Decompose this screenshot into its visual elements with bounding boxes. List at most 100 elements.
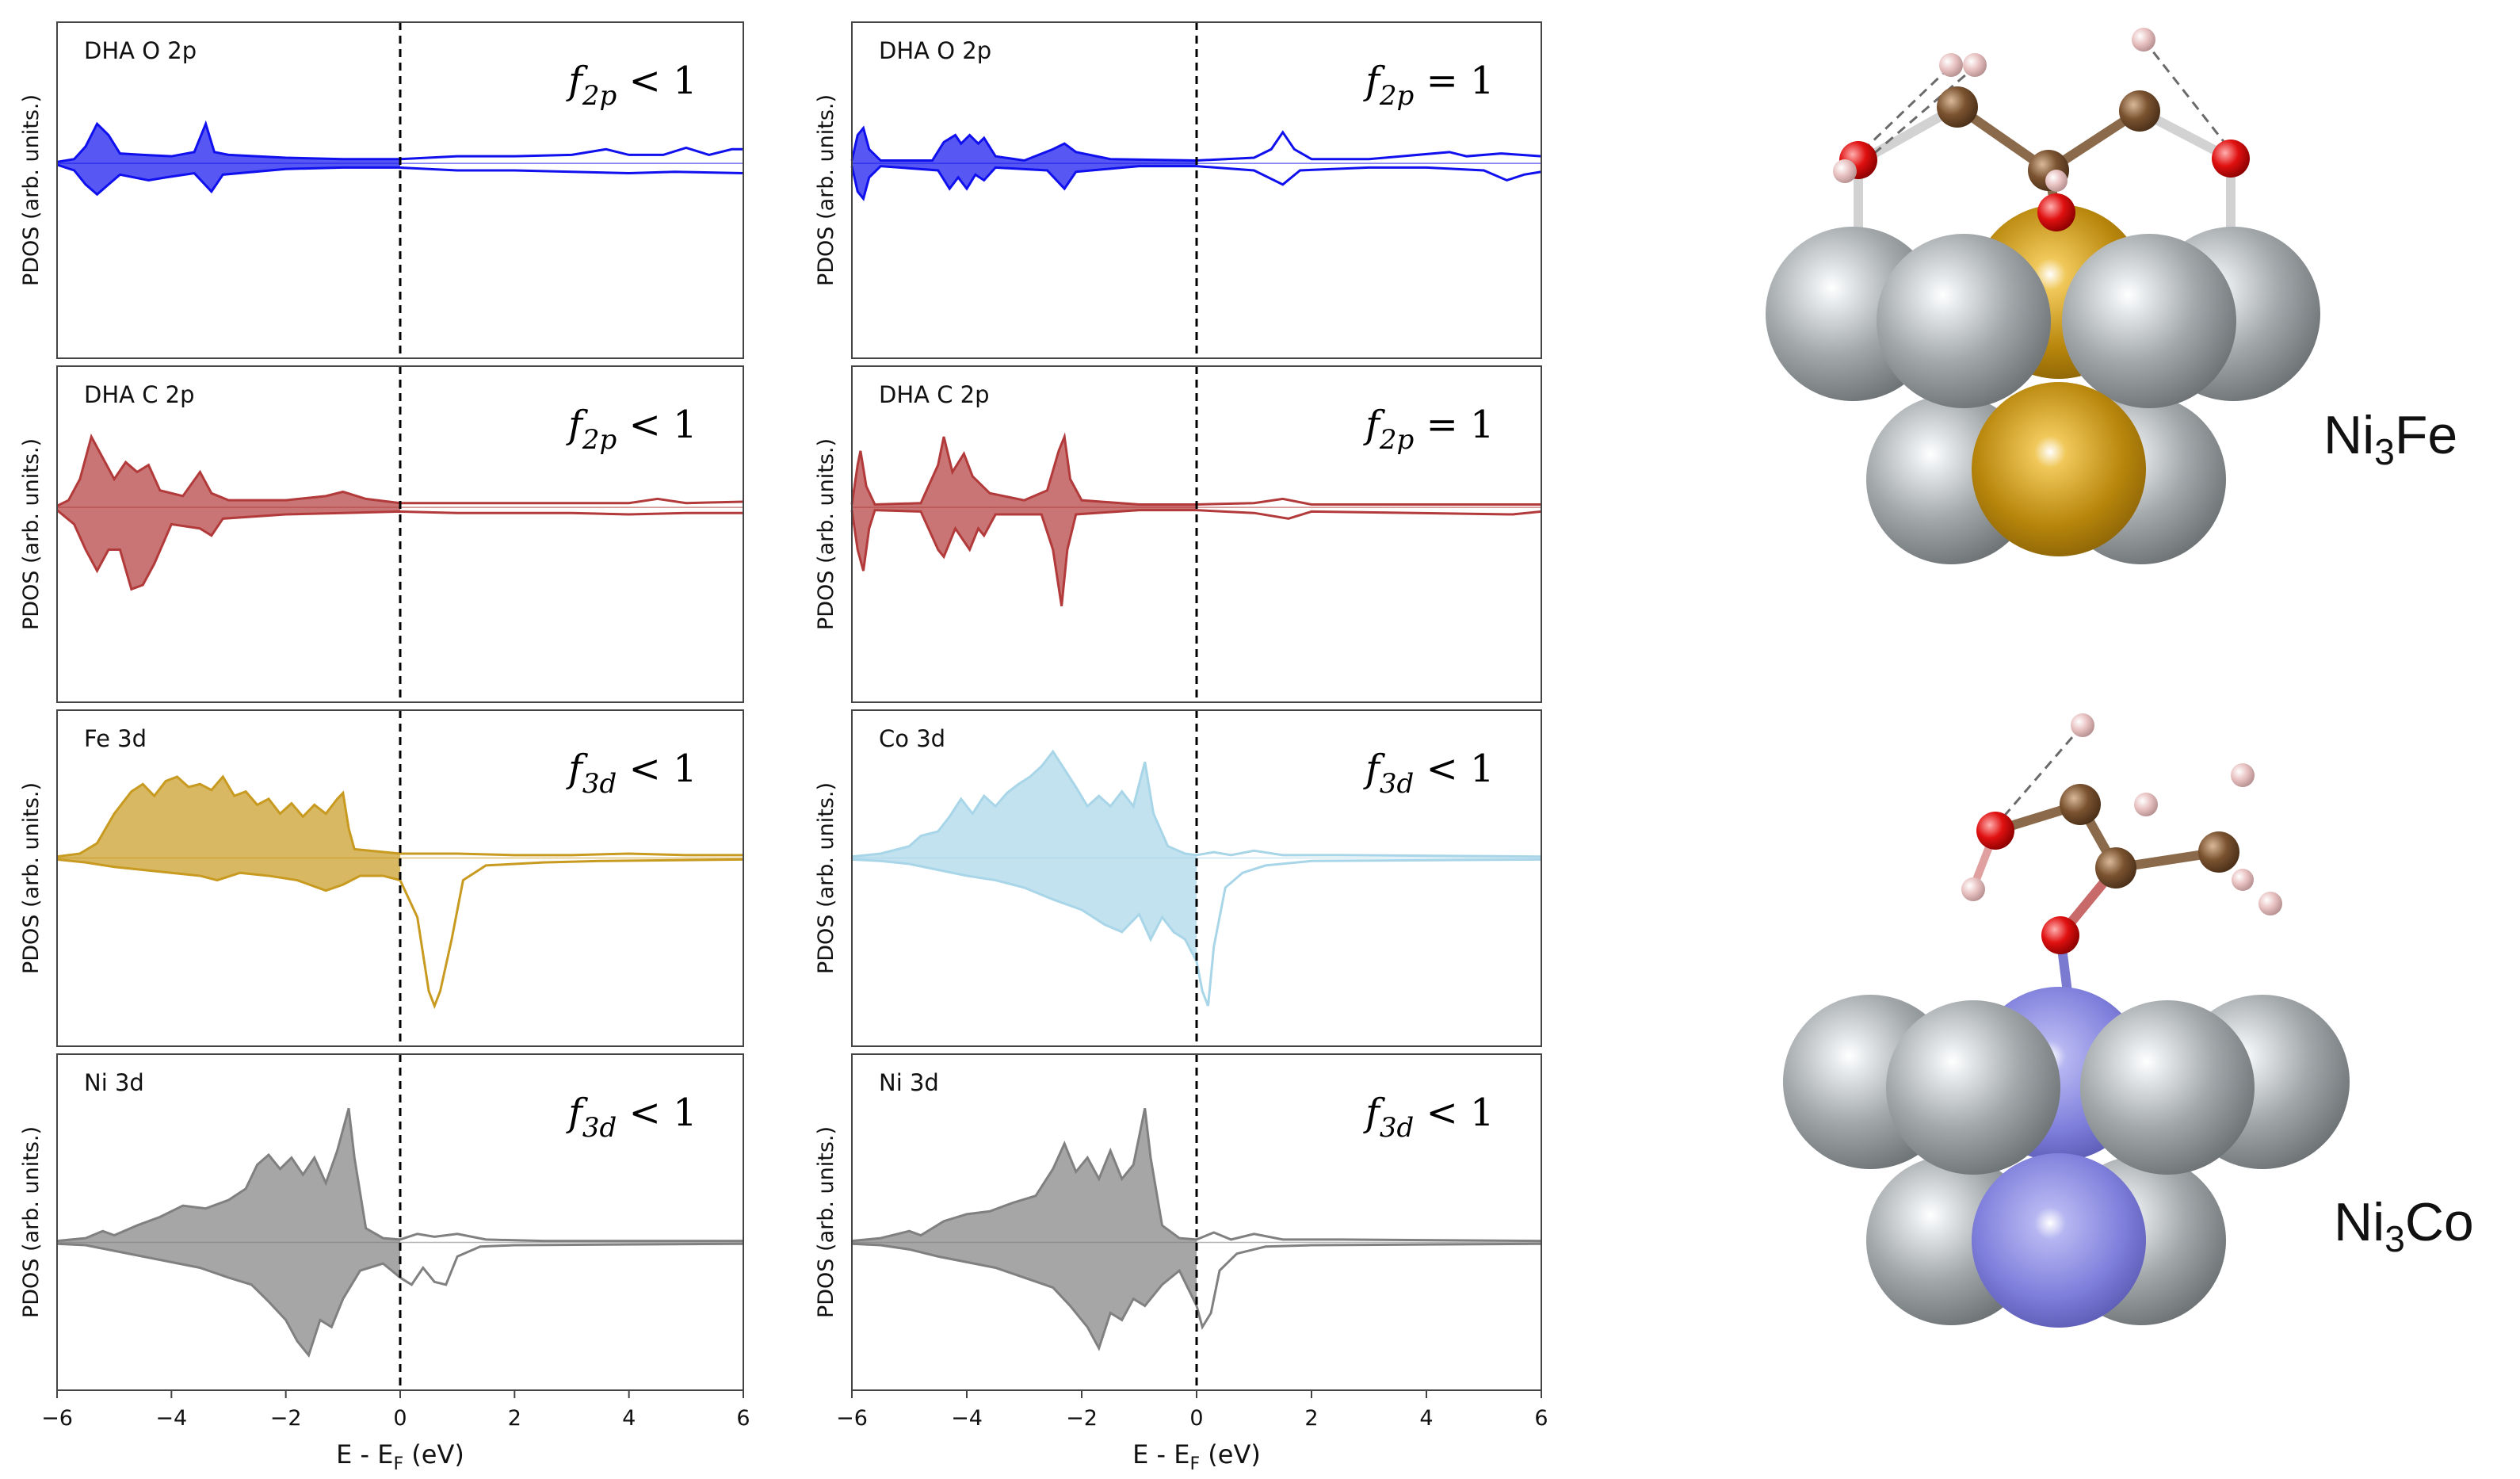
y-axis-label: PDOS (arb. units.) <box>814 94 838 286</box>
annotation-relation: < 1 <box>617 1091 697 1135</box>
x-axis-label-unit: (eV) <box>403 1439 464 1469</box>
pdos-panel-8: Ni 3d f3d < 1 PDOS (arb. units.) −6 −4 −2 0 2 4 6… <box>814 1053 1548 1474</box>
spin-up-line <box>56 434 744 507</box>
spin-up-line <box>850 125 1542 162</box>
ni-atom <box>2080 1000 2255 1175</box>
spin-up-line <box>56 1107 743 1243</box>
x-axis-label: E - EF (eV) <box>336 1439 464 1474</box>
spin-up-filled-area <box>852 128 1197 164</box>
pdos-panel-5: DHA O 2p f2p = 1 PDOS (arb. units.) <box>814 21 1542 359</box>
spin-down-line <box>851 1242 1542 1351</box>
x-tick-label: 4 <box>1419 1406 1433 1431</box>
ni3co-label: Ni3Co <box>2334 1192 2474 1259</box>
x-axis-label-subscript: F <box>1189 1454 1200 1474</box>
ni3co-bonds <box>1969 724 2220 999</box>
pdos-panel-6: DHA C 2p f2p = 1 PDOS (arb. units.) <box>814 365 1542 703</box>
ni-atom <box>1886 1000 2060 1175</box>
panel-title: DHA O 2p <box>84 37 197 64</box>
annotation-relation: = 1 <box>1414 403 1494 447</box>
y-axis-label: PDOS (arb. units.) <box>19 1126 44 1318</box>
carbon-atom <box>2060 784 2101 825</box>
spin-up-line <box>851 1107 1542 1243</box>
annotation-relation: < 1 <box>617 403 697 447</box>
oxygen-atom <box>2212 139 2250 178</box>
spin-down-filled-area <box>57 1242 400 1355</box>
panel-annotation: f2p < 1 <box>566 59 697 112</box>
ni3fe-label: Ni3Fe <box>2323 405 2457 472</box>
spin-down-line <box>850 509 1542 606</box>
plot-frame <box>851 21 1542 359</box>
x-tick-label: −6 <box>41 1406 73 1431</box>
oxygen-atom <box>2037 193 2075 231</box>
plot-frame <box>851 709 1542 1047</box>
ni3fe-structure: Ni3Fe <box>1766 28 2457 564</box>
pdos-panels: DHA O 2p f2p < 1 PDOS (arb. units.) DHA C 2… <box>19 21 1548 1474</box>
x-axis-label-unit: (eV) <box>1200 1439 1261 1469</box>
spin-down-line <box>850 165 1542 201</box>
annotation-subscript: 2p <box>582 80 617 112</box>
panel-title: Fe 3d <box>84 725 147 752</box>
spin-down-filled-area <box>852 507 1197 606</box>
ni3fe-bonds <box>1845 39 2236 230</box>
y-axis-label: PDOS (arb. units.) <box>814 438 838 630</box>
x-tick-label: 0 <box>393 1406 407 1431</box>
annotation-relation: < 1 <box>617 59 697 103</box>
oxygen-atom <box>2041 916 2079 954</box>
spin-down-filled-area <box>852 1242 1197 1348</box>
h-bond-dashed <box>1995 724 2084 825</box>
spin-up-filled-area <box>57 437 400 508</box>
panel-title: DHA O 2p <box>879 37 991 64</box>
spin-up-line <box>851 749 1542 858</box>
ni3co-structure: Ni3Co <box>1783 713 2474 1328</box>
annotation-subscript: 2p <box>582 424 617 456</box>
panel-annotation: f2p = 1 <box>1363 59 1494 112</box>
annotation-relation: < 1 <box>617 747 697 791</box>
panel-annotation: f3d < 1 <box>566 1091 697 1144</box>
panel-title: Co 3d <box>879 725 945 752</box>
annotation-relation: = 1 <box>1414 59 1494 103</box>
annotation-subscript: 2p <box>1379 424 1414 456</box>
x-tick-label: 2 <box>508 1406 521 1431</box>
pdos-panel-1: DHA O 2p f2p < 1 PDOS (arb. units.) <box>19 21 744 359</box>
panel-title: Ni 3d <box>879 1069 939 1096</box>
spin-down-line <box>56 509 743 591</box>
annotation-relation: < 1 <box>1414 1091 1494 1135</box>
carbon-atom <box>2095 847 2136 889</box>
plot-frame <box>851 365 1542 703</box>
hydrogen-atom <box>2134 793 2158 816</box>
spin-down-line <box>851 858 1542 1007</box>
y-axis-label: PDOS (arb. units.) <box>19 94 44 286</box>
annotation-subscript: 3d <box>582 768 617 800</box>
panel-annotation: f3d < 1 <box>1363 747 1494 800</box>
y-axis-label: PDOS (arb. units.) <box>814 782 838 974</box>
annotation-subscript: 3d <box>1380 1112 1414 1144</box>
panel-annotation: f2p = 1 <box>1363 403 1494 456</box>
pdos-panel-7: Co 3d f3d < 1 PDOS (arb. units.) <box>814 709 1542 1047</box>
annotation-subscript: 2p <box>1379 80 1414 112</box>
y-axis-label: PDOS (arb. units.) <box>814 1126 838 1318</box>
x-axis-label: E - EF (eV) <box>1132 1439 1261 1474</box>
pdos-panel-4: Ni 3d f3d < 1 PDOS (arb. units.) −6 −4 −2 0 2 4 6… <box>19 1053 750 1474</box>
hydrogen-atom <box>2132 28 2155 52</box>
x-axis-label-main: E - E <box>1132 1439 1189 1469</box>
x-tick-label: 0 <box>1189 1406 1203 1431</box>
carbon-atom <box>2119 90 2160 132</box>
hydrogen-atom <box>1833 159 1857 183</box>
plot-frame <box>56 365 744 703</box>
hydrogen-atom <box>2231 763 2255 787</box>
x-tick-label: −2 <box>270 1406 302 1431</box>
x-tick-label: −4 <box>951 1406 983 1431</box>
y-axis-label: PDOS (arb. units.) <box>19 782 44 974</box>
spin-up-filled-area <box>852 1108 1197 1243</box>
spin-up-filled-area <box>57 1108 400 1243</box>
co-atom <box>1972 1153 2146 1328</box>
spin-down-line <box>56 858 744 1010</box>
hydrogen-atom <box>1961 877 1985 901</box>
x-tick-label: 4 <box>622 1406 636 1431</box>
spin-down-filled-area <box>57 163 400 195</box>
hydrogen-atom <box>1939 53 1963 77</box>
annotation-subscript: 3d <box>1380 768 1414 800</box>
hydrogen-atom <box>2258 892 2282 915</box>
